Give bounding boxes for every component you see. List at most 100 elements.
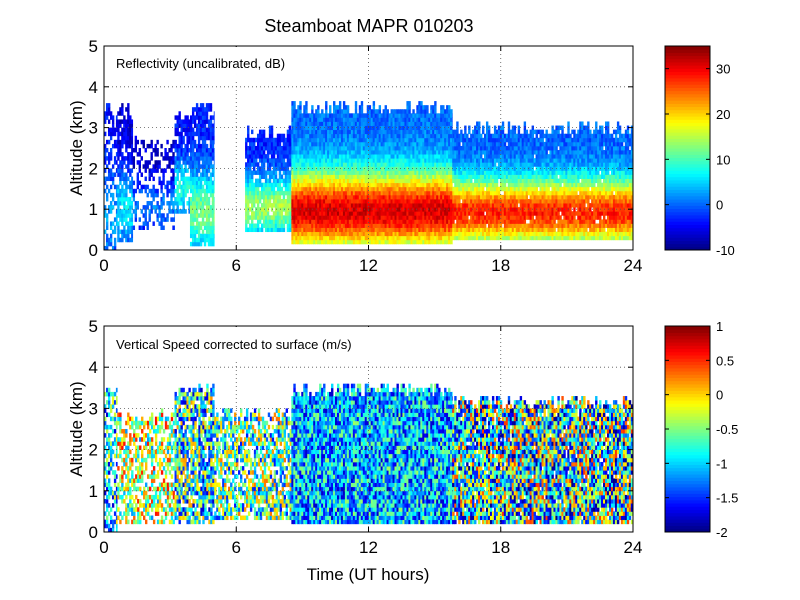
reflectivity-heatmap-cell [176, 201, 179, 206]
reflectivity-heatmap-cell [189, 196, 193, 202]
reflectivity-heatmap-cell [251, 145, 254, 151]
reflectivity-heatmap-cell [109, 127, 113, 133]
reflectivity-heatmap-cell [195, 217, 199, 222]
reflectivity-heatmap-cell [123, 176, 126, 182]
reflectivity-heatmap-cell [197, 176, 201, 182]
reflectivity-heatmap-cell [247, 211, 250, 216]
reflectivity-heatmap-cell [111, 192, 115, 198]
reflectivity-heatmap-cell [140, 139, 143, 145]
reflectivity-heatmap-cell [205, 131, 209, 137]
reflectivity-heatmap-cell [434, 109, 437, 114]
reflectivity-heatmap-cell [104, 143, 107, 149]
reflectivity-heatmap-cell [158, 213, 161, 218]
reflectivity-heatmap-cell [113, 241, 117, 247]
reflectivity-heatmap-cell [205, 192, 209, 198]
reflectivity-heatmap-cell [258, 219, 262, 224]
reflectivity-heatmap-cell [178, 123, 181, 128]
reflectivity-heatmap-cell [270, 158, 274, 163]
reflectivity-heatmap-cell [193, 213, 197, 218]
reflectivity-heatmap-cell [180, 168, 183, 173]
reflectivity-heatmap-cell [264, 141, 268, 147]
reflectivity-heatmap-cell [288, 125, 292, 131]
reflectivity-heatmap-cell [189, 148, 193, 153]
reflectivity-heatmap-cell [325, 105, 328, 110]
reflectivity-heatmap-cell [203, 172, 207, 177]
reflectivity-heatmap-cell [107, 131, 111, 137]
reflectivity-heatmap-cell [189, 172, 193, 177]
reflectivity-heatmap-cell [211, 241, 215, 247]
reflectivity-heatmap-cell [104, 245, 107, 251]
reflectivity-heatmap-cell [209, 213, 213, 218]
reflectivity-heatmap-cell [211, 184, 215, 190]
reflectivity-heatmap-cell [213, 229, 215, 235]
reflectivity-heatmap-cell [274, 178, 278, 184]
reflectivity-heatmap-cell [203, 148, 207, 153]
reflectivity-heatmap-cell [253, 211, 256, 216]
reflectivity-heatmap-cell [113, 131, 117, 137]
reflectivity-heatmap-cell [125, 123, 128, 128]
reflectivity-heatmap-cell [127, 184, 130, 190]
reflectivity-heatmap-cell [197, 119, 201, 124]
reflectivity-heatmap-cell [109, 176, 113, 182]
reflectivity-heatmap-cell [121, 152, 124, 157]
reflectivity-heatmap-cell [209, 164, 213, 169]
reflectivity-heatmap-cell [195, 127, 199, 133]
reflectivity-heatmap-cell [408, 105, 411, 110]
reflectivity-heatmap-cell [142, 139, 145, 145]
reflectivity-heatmap-cell [123, 205, 126, 210]
reflectivity-heatmap-cell [105, 139, 109, 145]
reflectivity-heatmap-cell [249, 145, 252, 151]
reflectivity-heatmap-cell [197, 131, 201, 137]
reflectivity-heatmap-cell [211, 168, 215, 173]
reflectivity-heatmap-cell [189, 205, 193, 210]
reflectivity-heatmap-cell [205, 233, 209, 239]
reflectivity-heatmap-cell [172, 192, 175, 198]
reflectivity-heatmap-cell [170, 209, 173, 214]
reflectivity-heatmap-cell [117, 127, 120, 133]
reflectivity-heatmap-cell [249, 227, 252, 233]
reflectivity-heatmap-cell [180, 192, 183, 198]
reflectivity-heatmap-cell [136, 176, 139, 182]
reflectivity-heatmap-cell [268, 137, 272, 143]
reflectivity-heatmap-cell [199, 225, 203, 230]
reflectivity-heatmap-cell [189, 168, 193, 173]
reflectivity-heatmap-cell [254, 227, 258, 233]
reflectivity-heatmap-cell [117, 143, 120, 149]
reflectivity-heatmap-cell [186, 176, 189, 182]
reflectivity-heatmap-cell [258, 227, 262, 233]
reflectivity-heatmap-cell [105, 148, 109, 153]
reflectivity-heatmap-cell [129, 143, 132, 149]
reflectivity-heatmap-cell [170, 176, 173, 182]
reflectivity-heatmap-cell [191, 192, 195, 198]
reflectivity-heatmap-cell [125, 237, 128, 243]
reflectivity-heatmap-cell [182, 172, 185, 177]
reflectivity-heatmap-cell [452, 239, 453, 245]
reflectivity-heatmap-cell [213, 111, 215, 116]
reflectivity-heatmap-cell [170, 143, 173, 149]
reflectivity-heatmap-cell [254, 194, 258, 200]
reflectivity-heatmap-cell [195, 196, 199, 202]
reflectivity-heatmap-cell [452, 121, 453, 126]
reflectivity-heatmap-cell [186, 201, 189, 206]
reflectivity-heatmap-cell [111, 143, 115, 149]
reflectivity-heatmap-cell [299, 101, 302, 106]
reflectivity-heatmap-cell [129, 229, 132, 235]
reflectivity-heatmap-cell [207, 148, 211, 153]
reflectivity-heatmap-cell [188, 176, 191, 182]
reflectivity-heatmap-cell [154, 188, 157, 194]
reflectivity-heatmap-cell [127, 237, 130, 243]
reflectivity-heatmap-cell [272, 190, 276, 196]
reflectivity-heatmap-cell [195, 192, 199, 198]
reflectivity-heatmap-cell [209, 205, 213, 210]
reflectivity-heatmap-cell [201, 213, 205, 218]
reflectivity-heatmap-cell [272, 170, 276, 175]
reflectivity-heatmap-cell [209, 172, 213, 177]
reflectivity-heatmap-cell [274, 194, 278, 200]
reflectivity-heatmap-cell [188, 156, 191, 161]
reflectivity-heatmap-cell [203, 139, 207, 145]
reflectivity-heatmap-cell [197, 139, 201, 145]
reflectivity-heatmap-cell [197, 180, 201, 186]
reflectivity-heatmap-cell [191, 164, 195, 169]
reflectivity-heatmap-cell [162, 176, 165, 182]
reflectivity-heatmap-cell [274, 170, 278, 175]
